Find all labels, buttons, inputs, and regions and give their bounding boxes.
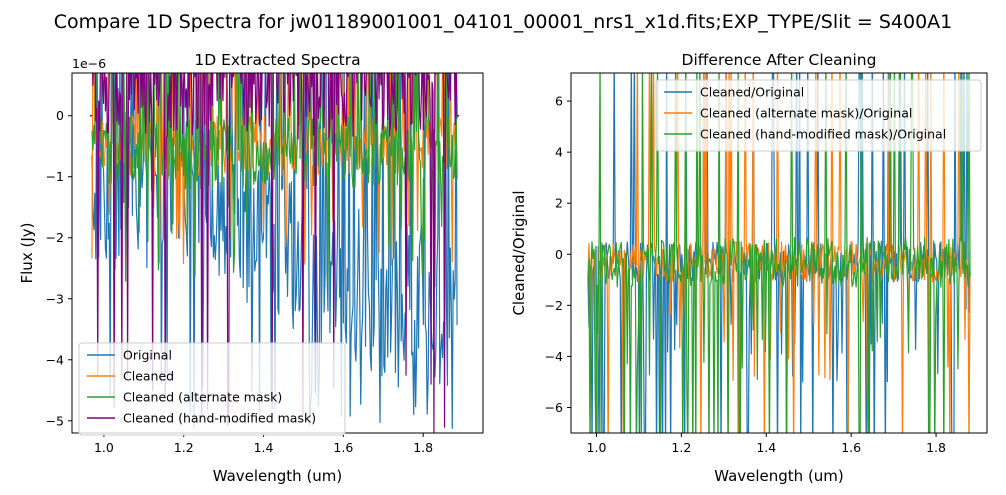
right-x-tick-label: 1.8: [926, 440, 946, 455]
left-legend-label: Cleaned (alternate mask): [123, 390, 282, 405]
right-x-axis-ticks: 1.0 1.2 1.4 1.6 1.8: [587, 433, 946, 455]
left-offset-label: 1e−6: [72, 56, 106, 71]
right-y-axis-ticks: −6 −4 −2 0 2 4 6: [545, 94, 571, 415]
right-chart-title: Difference After Cleaning: [682, 51, 877, 69]
left-series-group: [89, 73, 460, 433]
figure-suptitle: Compare 1D Spectra for jw01189001001_041…: [54, 11, 953, 33]
left-legend: Original Cleaned Cleaned (alternate mask) C…: [78, 342, 346, 436]
left-y-axis-ticks: −5 −4 −3 −2 −1 0: [46, 108, 72, 428]
left-legend-label: Cleaned: [123, 369, 174, 384]
right-plot-frame: [570, 72, 988, 434]
left-y-tick-label: −2: [46, 230, 64, 245]
right-y-tick-label: 6: [555, 94, 563, 109]
left-legend-box: [78, 342, 346, 436]
left-x-tick-label: 1.4: [254, 440, 274, 455]
right-legend-label: Cleaned/Original: [700, 85, 804, 100]
left-x-axis-label: Wavelength (um): [213, 467, 343, 485]
left-x-axis-ticks: 1.0 1.2 1.4 1.6 1.8: [94, 433, 433, 455]
right-y-axis-label: Cleaned/Original: [510, 190, 528, 315]
left-legend-label: Original: [123, 348, 172, 363]
left-y-axis-label: Flux (Jy): [18, 223, 36, 284]
left-y-tick-label: 0: [56, 108, 64, 123]
right-legend-label: Cleaned (hand-modified mask)/Original: [700, 127, 946, 142]
right-y-tick-label: −6: [545, 400, 563, 415]
left-y-tick-label: −3: [46, 291, 64, 306]
right-legend-label: Cleaned (alternate mask)/Original: [700, 106, 912, 121]
left-x-tick-label: 1.8: [413, 440, 433, 455]
left-legend-label: Cleaned (hand-modified mask): [123, 411, 316, 426]
right-legend: Cleaned/Original Cleaned (alternate mask)…: [655, 79, 982, 152]
right-y-tick-label: 2: [555, 196, 563, 211]
right-y-tick-label: −2: [545, 298, 563, 313]
left-y-tick-label: −4: [46, 352, 64, 367]
panel-1d-extracted-spectra: 1D Extracted Spectra 1.0 1.2 1.4 1.6 1.8 −5−…: [18, 51, 484, 485]
left-x-tick-label: 1.0: [94, 440, 114, 455]
left-x-tick-label: 1.6: [333, 440, 353, 455]
left-chart-title: 1D Extracted Spectra: [194, 51, 360, 69]
right-y-tick-label: 0: [555, 247, 563, 262]
left-y-tick-label: −5: [46, 413, 64, 428]
right-series-group: [587, 73, 971, 433]
right-legend-box: [655, 79, 982, 152]
left-x-tick-label: 1.2: [174, 440, 194, 455]
right-x-tick-label: 1.2: [671, 440, 691, 455]
right-x-tick-label: 1.0: [587, 440, 607, 455]
panel-difference-after-cleaning: Difference After Cleaning 1.0 1.2 1.4 1.6 1.…: [510, 51, 988, 485]
right-x-tick-label: 1.6: [841, 440, 861, 455]
left-y-tick-label: −1: [46, 169, 64, 184]
right-y-tick-label: −4: [545, 349, 563, 364]
right-x-axis-label: Wavelength (um): [714, 467, 844, 485]
right-y-tick-label: 4: [555, 145, 563, 160]
left-series-line-cleaned-hand-modified-mask-: [92, 73, 458, 433]
right-series-line-cleaned-hand-modified-mask-original: [587, 73, 971, 433]
right-x-tick-label: 1.4: [756, 440, 776, 455]
